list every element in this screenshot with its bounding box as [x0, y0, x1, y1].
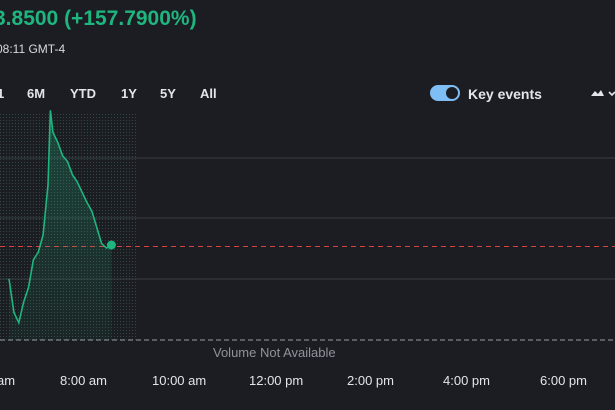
tab-range-1d[interactable]: 1 — [0, 86, 5, 101]
key-events-label[interactable]: Key events — [468, 86, 542, 102]
price-change: 3.8500 (+157.7900%) — [0, 7, 197, 30]
x-tick-label: 6:00 pm — [540, 373, 587, 388]
key-events-toggle[interactable] — [430, 85, 460, 101]
price-area — [9, 110, 112, 340]
tab-range-6m[interactable]: 6M — [27, 86, 46, 101]
x-tick-label: 4:00 pm — [443, 373, 490, 388]
last-price-marker — [106, 240, 116, 250]
volume-not-available-label: Volume Not Available — [213, 345, 336, 360]
tab-range-5y[interactable]: 5Y — [160, 86, 176, 101]
price-line — [8, 110, 112, 326]
x-tick-label: 10:00 am — [152, 373, 207, 388]
toggle-knob — [446, 87, 458, 99]
x-tick-label: 2:00 pm — [347, 373, 394, 388]
tab-range-all[interactable]: All — [200, 86, 217, 101]
tab-range-1y[interactable]: 1Y — [121, 86, 137, 101]
x-tick-label: 12:00 pm — [249, 373, 304, 388]
mountain-chart-dropdown-icon[interactable] — [590, 86, 615, 100]
x-tick-label: am — [0, 373, 16, 388]
tab-range-ytd[interactable]: YTD — [70, 86, 96, 101]
timestamp: 08:11 GMT-4 — [0, 42, 66, 56]
x-tick-label: 8:00 am — [60, 373, 107, 388]
